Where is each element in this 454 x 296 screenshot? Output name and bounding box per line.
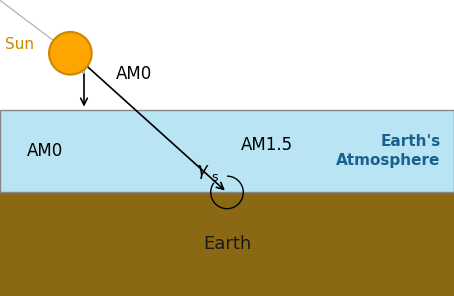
Text: AM1.5: AM1.5 xyxy=(241,136,293,154)
Text: Earth's
Atmosphere: Earth's Atmosphere xyxy=(336,134,440,168)
Text: AM0: AM0 xyxy=(27,142,64,160)
Text: Sun: Sun xyxy=(5,37,34,52)
Bar xyxy=(0,110,454,192)
Text: γ: γ xyxy=(197,161,207,179)
Text: Earth: Earth xyxy=(203,235,251,253)
Ellipse shape xyxy=(49,32,92,75)
Text: s: s xyxy=(211,171,217,184)
Bar xyxy=(0,192,454,296)
Text: AM0: AM0 xyxy=(116,65,152,83)
